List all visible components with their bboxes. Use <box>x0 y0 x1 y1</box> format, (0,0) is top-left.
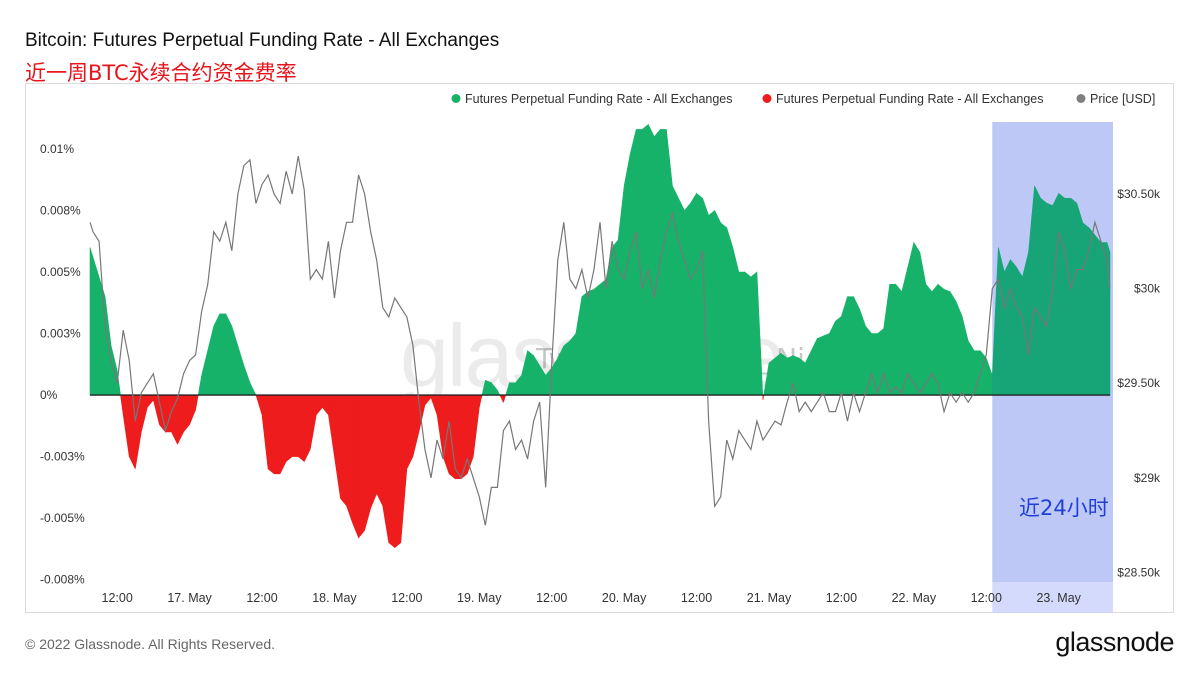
x-axis-tick: 17. May <box>167 591 212 605</box>
right-axis-tick: $30k <box>1134 282 1161 296</box>
x-axis-tick: 20. May <box>602 591 647 605</box>
legend-label[interactable]: Futures Perpetual Funding Rate - All Exc… <box>776 92 1044 106</box>
funding-positive-area <box>89 123 1111 396</box>
legend-marker <box>451 94 461 103</box>
right-axis-tick: $28.50k <box>1117 566 1161 580</box>
chart-subtitle: 近一周BTC永续合约资金费率 <box>25 61 297 85</box>
x-axis-tick: 23. May <box>1036 591 1081 605</box>
x-axis-tick: 12:00 <box>102 591 133 605</box>
x-axis-tick: 12:00 <box>681 591 712 605</box>
x-axis-tick: 12:00 <box>391 591 422 605</box>
legend-marker <box>762 94 772 103</box>
left-axis-tick: -0.008% <box>40 573 85 587</box>
legend: Futures Perpetual Funding Rate - All Exc… <box>451 92 1155 106</box>
axes: 0.01% 0.008% 0.005% 0.003% 0% -0.003% -0.005% -… <box>40 142 1161 605</box>
highlight-annotation: 近24小时 <box>1019 496 1109 520</box>
left-axis-tick: 0.008% <box>40 204 81 218</box>
x-axis-tick: 18. May <box>312 591 357 605</box>
chart-frame <box>25 83 1174 613</box>
x-axis-tick: 19. May <box>457 591 502 605</box>
x-axis-tick: 12:00 <box>971 591 1002 605</box>
left-axis-tick: -0.003% <box>40 450 85 464</box>
chart-title: Bitcoin: Futures Perpetual Funding Rate … <box>25 30 500 51</box>
x-axis-tick: 22. May <box>892 591 937 605</box>
x-axis-tick: 12:00 <box>246 591 277 605</box>
highlight-tint <box>992 122 1114 582</box>
left-axis-tick: 0.01% <box>40 142 74 156</box>
left-axis-tick: -0.005% <box>40 511 85 525</box>
copyright-footer: © 2022 Glassnode. All Rights Reserved. <box>25 636 276 652</box>
price-line <box>89 155 1111 526</box>
x-axis-tick: 12:00 <box>826 591 857 605</box>
x-axis-tick: 21. May <box>747 591 792 605</box>
right-axis-tick: $29.50k <box>1117 376 1161 390</box>
x-axis-tick: 12:00 <box>536 591 567 605</box>
funding-negative-area <box>120 394 765 549</box>
left-axis-tick: 0.005% <box>40 265 81 279</box>
glassnode-logo: glassnode <box>1055 627 1174 657</box>
right-axis-tick: $29k <box>1134 471 1161 485</box>
legend-marker <box>1076 94 1086 103</box>
left-axis-tick: 0% <box>40 388 58 402</box>
left-axis-tick: 0.003% <box>40 327 81 341</box>
legend-label[interactable]: Price [USD] <box>1090 92 1155 106</box>
price-series <box>89 155 1111 526</box>
legend-label[interactable]: Futures Perpetual Funding Rate - All Exc… <box>465 92 733 106</box>
right-axis-tick: $30.50k <box>1117 187 1161 201</box>
funding-rate-areas <box>89 122 1114 582</box>
